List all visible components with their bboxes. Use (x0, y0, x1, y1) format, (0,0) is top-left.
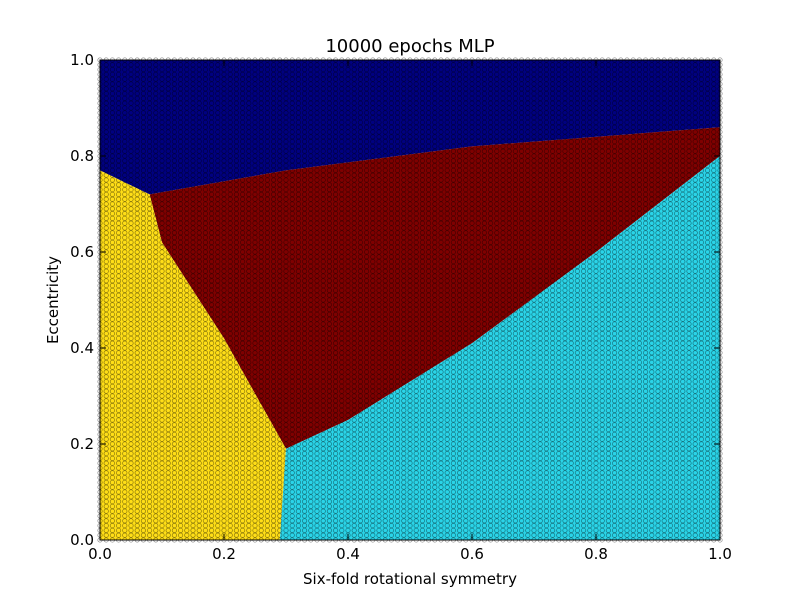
x-tick-label: 1.0 (708, 545, 732, 563)
y-tick-label: 0.8 (70, 147, 94, 165)
decision-regions (100, 60, 721, 540)
x-tick-label: 0.4 (336, 545, 360, 563)
y-axis: 0.0 0.2 0.4 0.6 0.8 1.0 (70, 51, 720, 549)
y-tick-label: 0.0 (70, 531, 94, 549)
x-tick-label: 0.0 (88, 545, 112, 563)
plot-frame (99, 59, 721, 541)
x-axis: 0.0 0.2 0.4 0.6 0.8 1.0 (88, 60, 732, 563)
x-tick-label: 0.2 (212, 545, 236, 563)
region-blue (100, 60, 720, 195)
plot-area (97, 57, 723, 543)
y-tick-label: 0.4 (70, 339, 94, 357)
x-axis-title: Six-fold rotational symmetry (303, 570, 517, 588)
y-tick-label: 1.0 (70, 51, 94, 69)
region-yellow (100, 170, 286, 540)
x-tick-label: 0.8 (584, 545, 608, 563)
y-tick-label: 0.6 (70, 243, 94, 261)
chart-title: 10000 epochs MLP (325, 36, 494, 57)
y-tick-label: 0.2 (70, 435, 94, 453)
x-tick-label: 0.6 (460, 545, 484, 563)
y-axis-title: Eccentricity (44, 256, 62, 344)
region-cyan (279, 156, 720, 540)
region-red (149, 127, 721, 449)
